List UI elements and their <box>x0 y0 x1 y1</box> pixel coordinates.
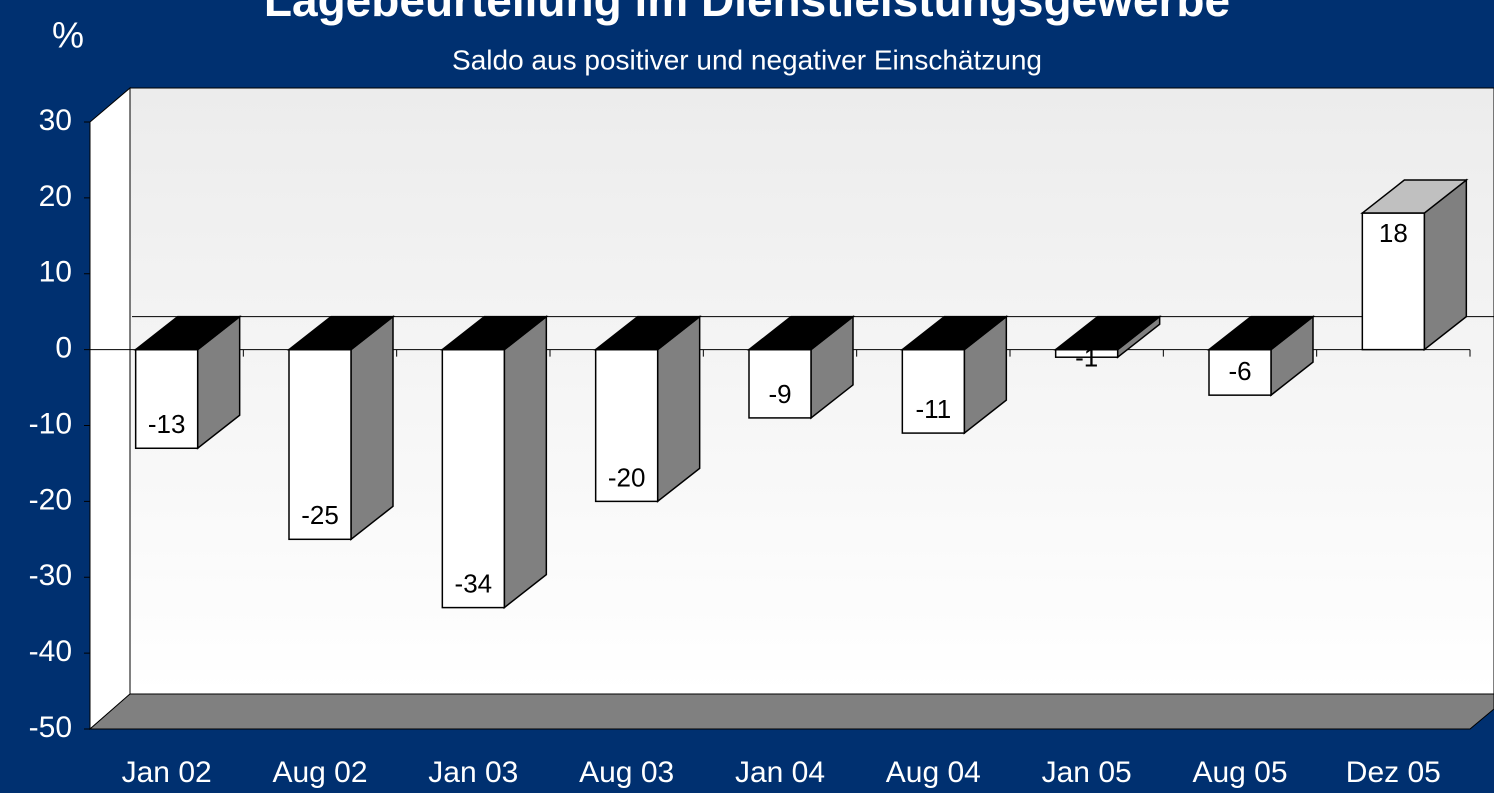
bar-top <box>440 315 549 351</box>
bar-top <box>133 315 242 351</box>
y-tick-label: 0 <box>55 332 72 365</box>
x-tick-label: Aug 05 <box>1192 756 1287 789</box>
x-tick-label: Jan 02 <box>122 756 212 789</box>
chart-subtitle: Saldo aus positiver und negativer Einsch… <box>452 44 1042 75</box>
y-tick-label: -50 <box>29 711 72 744</box>
data-label: -13 <box>148 409 186 439</box>
bar <box>901 348 966 434</box>
data-label: -1 <box>1075 343 1098 373</box>
x-tick-label: Jan 04 <box>735 756 825 789</box>
bar-side <box>350 315 394 541</box>
bar <box>594 348 659 503</box>
data-label: -34 <box>455 568 493 598</box>
data-label: -11 <box>916 394 952 424</box>
bar-top <box>593 315 702 351</box>
x-tick-label: Jan 05 <box>1042 756 1132 789</box>
y-tick-label: 30 <box>39 104 72 137</box>
bar-top <box>1360 179 1469 214</box>
bar-top <box>900 315 1009 351</box>
y-tick-label: -20 <box>29 483 72 516</box>
y-tick-label: -40 <box>29 635 72 668</box>
data-label: -6 <box>1228 356 1251 386</box>
bar-top <box>1053 315 1162 351</box>
bar-top <box>1206 315 1316 351</box>
bar <box>1361 212 1426 351</box>
side-wall <box>89 86 131 731</box>
x-tick-label: Aug 04 <box>886 756 981 789</box>
x-tick-label: Aug 02 <box>272 756 367 789</box>
data-label: -25 <box>301 500 339 530</box>
bar <box>288 348 352 541</box>
x-tick-label: Dez 05 <box>1346 756 1441 789</box>
data-label: -20 <box>608 462 646 492</box>
bar <box>748 348 812 419</box>
data-label: -9 <box>768 379 791 409</box>
floor <box>88 693 1494 730</box>
bar <box>441 348 506 609</box>
y-axis-label: % <box>52 15 84 56</box>
bar <box>134 348 199 450</box>
y-tick-label: -10 <box>29 407 72 440</box>
y-tick-label: 10 <box>39 256 72 289</box>
bar-side <box>503 315 548 610</box>
bar-top <box>286 315 396 351</box>
chart-title: Lagebeurteilung im Dienstleistungsgewerb… <box>264 0 1230 26</box>
data-label: 18 <box>1379 218 1408 248</box>
x-tick-label: Aug 03 <box>579 756 674 789</box>
y-tick-label: 20 <box>39 180 72 213</box>
bar-top <box>746 315 856 351</box>
y-tick-label: -30 <box>29 559 72 592</box>
x-tick-label: Jan 03 <box>428 756 518 789</box>
